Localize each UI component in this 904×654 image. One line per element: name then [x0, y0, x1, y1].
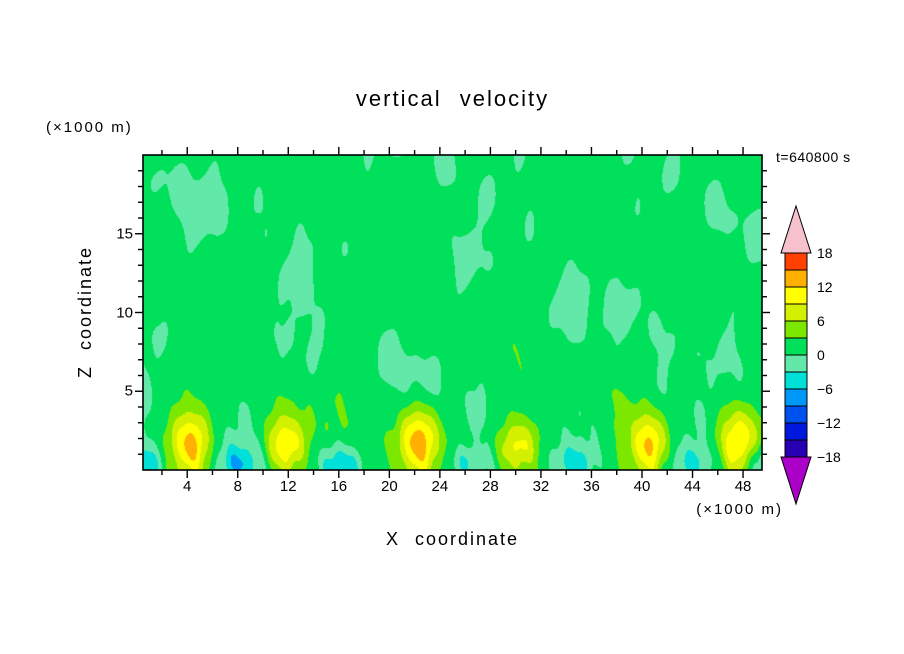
x-tick-label: 16: [330, 478, 348, 495]
z-tick-label: 10: [116, 304, 133, 321]
colorbar-tick-label: −12: [817, 415, 841, 431]
colorbar-band: [784, 269, 808, 288]
x-tick-label: 12: [279, 478, 297, 495]
colorbar-band: [784, 286, 808, 305]
colorbar-band: [784, 303, 808, 322]
x-tick-label: 44: [684, 478, 701, 495]
colorbar-band: [784, 422, 808, 441]
x-tick-label: 36: [583, 478, 600, 495]
x-tick-label: 20: [380, 478, 398, 495]
x-tick-label: 24: [431, 478, 449, 495]
colorbar-tick-label: 6: [817, 313, 825, 329]
colorbar-tick-label: −18: [817, 449, 841, 465]
x-tick-label: 32: [532, 478, 550, 495]
x-axis-unit-label: (×1000 m): [696, 501, 783, 518]
time-label: t=640800 s: [776, 149, 851, 165]
contour-field: [143, 155, 762, 470]
colorbar-band: [784, 371, 808, 390]
colorbar-band: [784, 252, 808, 271]
colorbar-band: [784, 320, 808, 339]
colorbar-band: [784, 439, 808, 458]
z-axis-unit-label: (×1000 m): [46, 119, 133, 136]
z-axis-title: Z coordinate: [75, 245, 95, 379]
colorbar-band: [784, 337, 808, 356]
z-tick-label: 15: [116, 225, 133, 243]
z-tick-label: 5: [124, 382, 133, 400]
colorbar-arrow-top: [780, 204, 812, 254]
x-tick-label: 28: [482, 478, 499, 495]
plot-frame: [142, 154, 763, 471]
colorbar-band: [784, 405, 808, 424]
colorbar-tick-label: −6: [817, 381, 833, 397]
colorbar-tick-label: 18: [817, 245, 833, 261]
colorbar-tick-label: 12: [817, 279, 833, 295]
colorbar-tick-label: 0: [817, 347, 825, 363]
x-tick-label: 48: [734, 478, 752, 495]
x-tick-label: 8: [233, 478, 242, 495]
colorbar-band: [784, 354, 808, 373]
x-tick-label: 40: [633, 478, 651, 495]
plot-title: vertical velocity: [355, 86, 550, 111]
colorbar-arrow-bottom: [780, 456, 812, 506]
colorbar-band: [784, 388, 808, 407]
x-tick-label: 4: [183, 478, 192, 495]
x-axis-title: X coordinate: [385, 529, 520, 549]
